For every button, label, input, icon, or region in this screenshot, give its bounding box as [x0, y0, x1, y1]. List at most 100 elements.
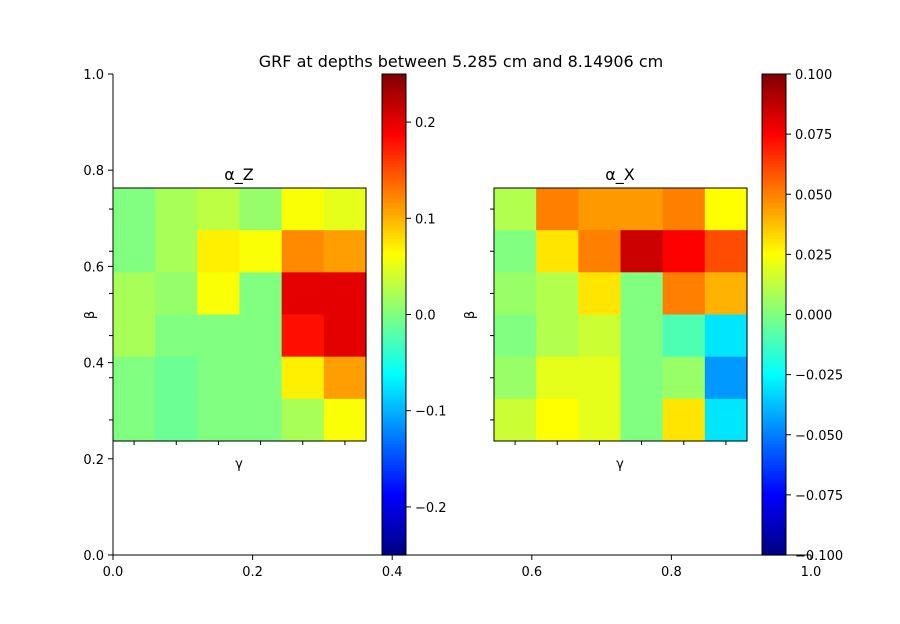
colorbar-segment [762, 104, 786, 108]
colorbar-segment [382, 497, 406, 502]
colorbar-segment [762, 365, 786, 370]
heatmap-cell [620, 356, 664, 400]
colorbar-segment [382, 116, 406, 120]
heatmap-cell [662, 272, 706, 316]
colorbar-segment [762, 443, 786, 448]
colorbar-segment [382, 512, 406, 517]
colorbar-segment [382, 386, 406, 391]
colorbar-alpha-z: −0.2 −0.1 0.0 0.1 0.2 [381, 73, 447, 556]
heatmap-alpha-x-frame [493, 187, 748, 442]
colorbar-tick-label: −0.025 [795, 369, 843, 384]
colorbar-segment [382, 317, 406, 322]
colorbar-segment [382, 506, 406, 511]
colorbar-segment [762, 344, 786, 349]
heatmap-cell [113, 188, 156, 231]
colorbar-segment [382, 248, 406, 252]
heatmap-cell [620, 398, 664, 442]
heatmap-cell [323, 272, 367, 316]
colorbar-segment [382, 449, 406, 454]
colorbar-segment [762, 368, 786, 373]
colorbar-segment [762, 401, 786, 406]
colorbar-segment [762, 230, 786, 234]
colorbar-tick-label: 0.025 [795, 248, 832, 263]
colorbar-segment [382, 548, 406, 553]
colorbar-segment [382, 302, 406, 307]
heatmap-cell [113, 314, 156, 358]
colorbar-segment [762, 122, 786, 126]
heatmap-cell [578, 230, 622, 273]
outer-y-tick-label: 0.8 [83, 164, 104, 179]
colorbar-segment [382, 293, 406, 298]
heatmap-cell [662, 188, 706, 231]
colorbar-segment [762, 548, 786, 553]
colorbar-tick-label: 0.075 [795, 128, 832, 143]
colorbar-segment [382, 467, 406, 472]
colorbar-segment [382, 425, 406, 430]
colorbar-segment [382, 305, 406, 310]
colorbar-segment [382, 191, 406, 195]
heatmap-alpha-z-cells [113, 188, 367, 442]
heatmap-cell [323, 356, 367, 400]
heatmap-cell [239, 398, 283, 442]
heatmap-cell [536, 356, 579, 400]
colorbar-segment [762, 284, 786, 289]
colorbar-segment [382, 95, 406, 99]
heatmap-cell [578, 188, 622, 231]
colorbar-segment [762, 134, 786, 138]
heatmap-cell [323, 314, 367, 358]
colorbar-segment [762, 83, 786, 87]
colorbar-tick-label: 0.0 [415, 309, 436, 324]
heatmap-cell [662, 398, 706, 442]
colorbar-segment [382, 503, 406, 508]
colorbar-segment [382, 233, 406, 237]
heatmap-cell [704, 272, 748, 316]
colorbar-segment [762, 458, 786, 463]
colorbar-segment [382, 125, 406, 129]
colorbar-segment [382, 311, 406, 316]
colorbar-segment [382, 383, 406, 388]
colorbar-segment [762, 461, 786, 466]
colorbar-segment [762, 326, 786, 331]
colorbar-segment [762, 503, 786, 508]
heatmap-alpha-z-xlabel: γ [235, 457, 243, 472]
heatmap-cell [197, 272, 241, 316]
colorbar-segment [382, 353, 406, 358]
colorbar-segment [382, 227, 406, 231]
heatmap-cell [281, 272, 325, 316]
colorbar-segment [762, 530, 786, 535]
outer-x-tick-label: 0.2 [242, 565, 263, 580]
colorbar-segment [762, 437, 786, 442]
colorbar-segment [762, 350, 786, 355]
colorbar-segment [762, 215, 786, 219]
colorbar-segment [382, 278, 406, 283]
colorbar-segment [382, 374, 406, 379]
colorbar-segment [762, 194, 786, 198]
colorbar-segment [762, 140, 786, 144]
colorbar-segment [762, 488, 786, 493]
colorbar-segment [762, 404, 786, 409]
colorbar-segment [762, 434, 786, 439]
colorbar-segment [762, 290, 786, 295]
heatmap-cell [536, 398, 579, 442]
colorbar-segment [382, 284, 406, 289]
colorbar-segment [382, 209, 406, 213]
colorbar-tick-label: 0.100 [795, 68, 832, 83]
colorbar-segment [382, 83, 406, 87]
colorbar-segment [762, 254, 786, 258]
colorbar-segment [382, 368, 406, 373]
colorbar-segment [382, 551, 406, 556]
colorbar-segment [382, 350, 406, 355]
colorbar-segment [382, 224, 406, 228]
colorbar-segment [762, 299, 786, 304]
colorbar-segment [382, 470, 406, 475]
colorbar-segment [762, 347, 786, 352]
colorbar-segment [762, 161, 786, 165]
heatmap-alpha-x-ylabel: β [463, 311, 478, 319]
colorbar-segment [762, 293, 786, 298]
heatmap-cell [536, 188, 579, 231]
outer-y-tick-label: 0.6 [83, 260, 104, 275]
colorbar-segment [762, 521, 786, 526]
heatmap-cell [578, 272, 622, 316]
heatmap-cell [494, 356, 537, 400]
colorbar-segment [762, 536, 786, 541]
